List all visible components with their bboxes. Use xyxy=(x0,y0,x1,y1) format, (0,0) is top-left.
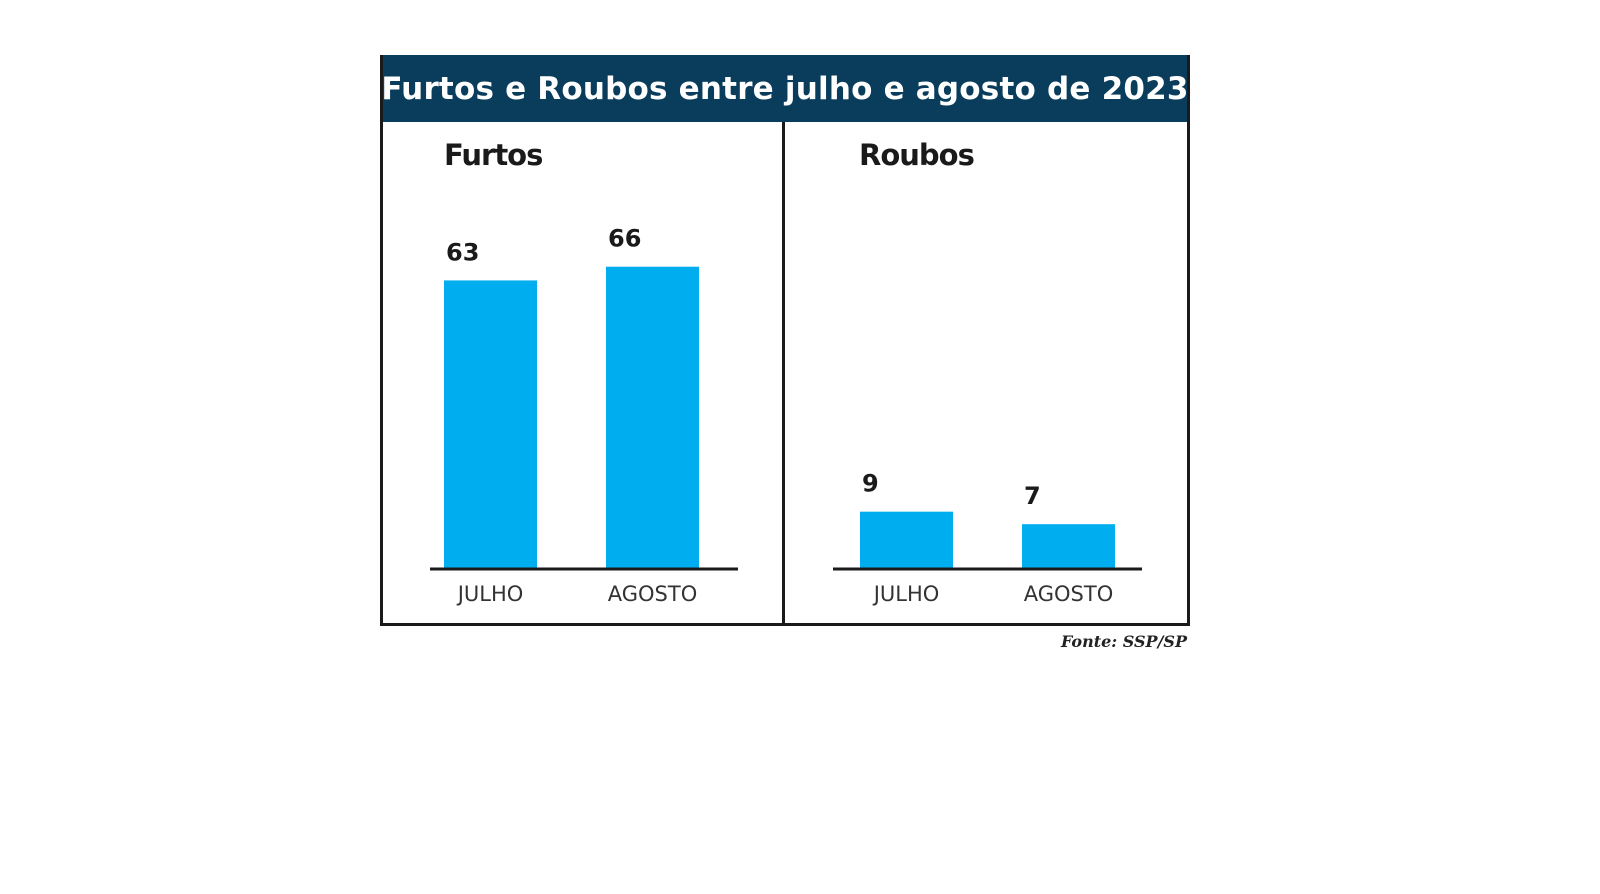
source-note: Fonte: SSP/SP xyxy=(1060,632,1187,651)
value-label: 9 xyxy=(862,470,879,498)
chart-title: Furtos e Roubos entre julho e agosto de … xyxy=(380,55,1190,122)
category-label: JULHO xyxy=(872,582,940,606)
chart-frame xyxy=(380,55,1190,626)
panel-title: Furtos xyxy=(444,138,542,172)
panel-divider xyxy=(782,122,785,626)
value-label: 7 xyxy=(1024,482,1041,510)
value-label: 66 xyxy=(608,225,641,253)
bar-julho xyxy=(860,511,953,568)
bar-agosto xyxy=(606,266,699,568)
panel-title: Roubos xyxy=(859,138,974,172)
category-label: AGOSTO xyxy=(608,582,698,606)
bar-agosto xyxy=(1022,524,1115,568)
category-label: JULHO xyxy=(456,582,524,606)
category-label: AGOSTO xyxy=(1024,582,1114,606)
bar-julho xyxy=(444,280,537,568)
value-label: 63 xyxy=(446,238,479,266)
